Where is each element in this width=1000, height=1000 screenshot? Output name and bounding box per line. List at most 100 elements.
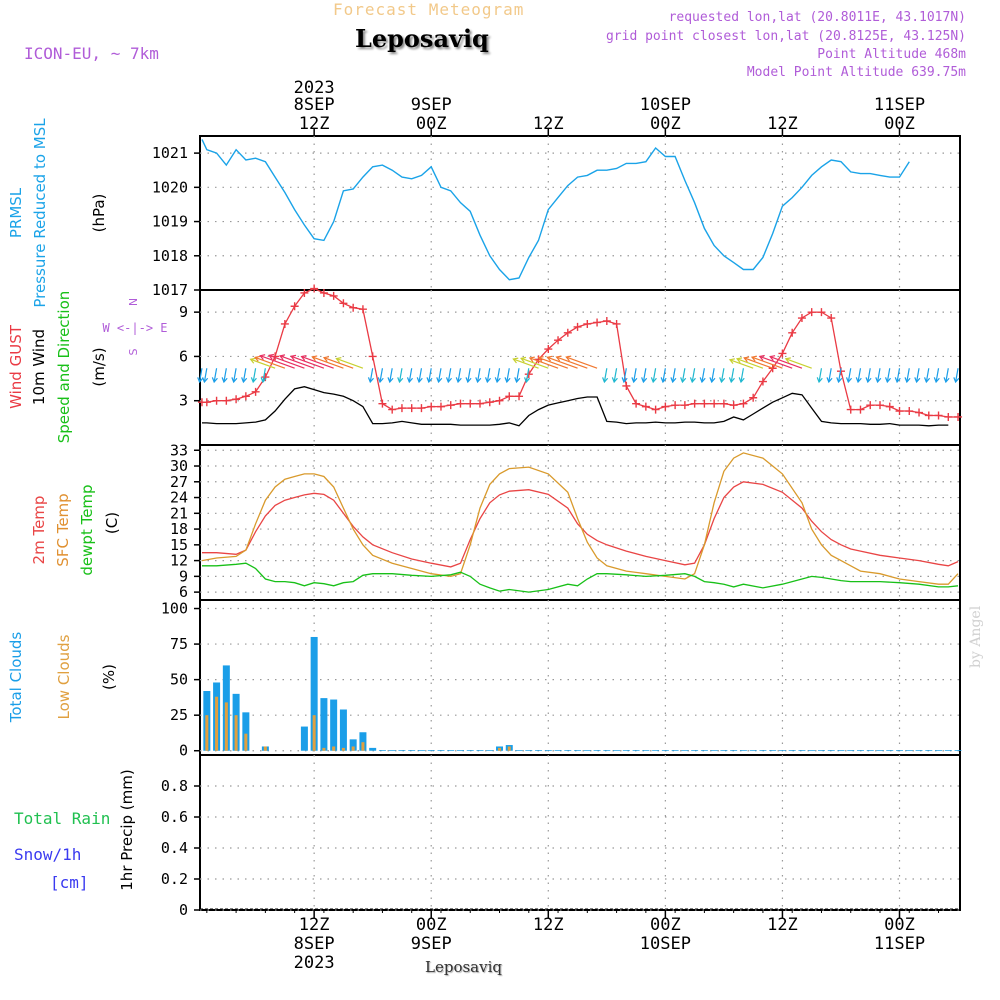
y-tick-label: 0.4 [161, 839, 188, 857]
wind-arrow-head [709, 377, 716, 384]
y-tick-label: 6 [179, 583, 188, 601]
wind-arrow [496, 368, 501, 383]
wind-arrow-head [241, 377, 248, 384]
wind-arrow-head [816, 377, 823, 384]
total-cloud-bar [866, 750, 874, 751]
wind-gust-point [349, 303, 358, 312]
wind-arrow-head [514, 377, 521, 384]
wind-arrow [254, 356, 286, 369]
prmsl-line [201, 139, 910, 281]
total-cloud-bar [778, 750, 786, 751]
total-cloud-bar [437, 750, 445, 751]
wind-arrow [652, 368, 657, 383]
wind-gust-point [251, 387, 260, 396]
wind-gust-point [534, 355, 543, 364]
wind-gust-point [905, 407, 914, 416]
total-cloud-bar [515, 750, 523, 751]
top-time-label: 10SEP [640, 95, 691, 115]
total-cloud-bar [554, 750, 562, 751]
wind-arrow [945, 368, 949, 383]
wind-arrow [398, 368, 403, 383]
bottom-time-label: 12Z [533, 915, 564, 935]
wind-arrow-head [465, 377, 472, 384]
forecast-label: Forecast Meteogram [333, 0, 525, 19]
wind-arrow [520, 357, 549, 369]
wind-gust-point [612, 319, 621, 328]
y-tick-label: 6 [179, 347, 188, 365]
wind-gust-point [602, 317, 611, 325]
wind-gust-point [915, 408, 924, 417]
wind-gust-point [788, 328, 797, 337]
wind-arrow [642, 368, 647, 383]
wind-gust-point [768, 364, 777, 373]
wind-arrow [408, 368, 413, 383]
total-cloud-bar [896, 750, 904, 751]
wind-gust-point [544, 345, 553, 354]
bottom-time-label: 9SEP [411, 934, 452, 954]
total-cloud-bar [691, 750, 699, 751]
precip-unit-label: 1hr Precip (mm) [118, 769, 136, 890]
total-cloud-bar [817, 750, 825, 751]
y-tick-label: 1021 [152, 144, 188, 162]
wind-arrow-head [512, 357, 519, 364]
snow-unit-label: [cm] [50, 873, 89, 892]
panel-frame [199, 754, 961, 911]
total-cloud-bar [827, 750, 835, 751]
wind-arrow-head [546, 355, 553, 362]
total-cloud-bar [476, 750, 484, 751]
total-cloud-bar [720, 750, 728, 751]
total-cloud-bar [856, 750, 864, 751]
point-altitude: Point Altitude 468m [817, 47, 966, 62]
y-tick-label: 25 [170, 706, 188, 724]
wind-arrow-head [426, 377, 433, 384]
total-cloud-bar [339, 709, 347, 751]
wind-arrow [662, 368, 666, 383]
wind-arrow-head [249, 357, 256, 364]
wind-arrow [837, 368, 842, 383]
total-cloud-bar [417, 750, 425, 751]
wind-gust-point [397, 404, 406, 413]
wind-arrow [525, 368, 530, 383]
wind-arrow [729, 359, 754, 369]
wind-gust-point [505, 392, 514, 401]
wind-arrow-head [260, 377, 267, 384]
wind-arrow-head [769, 355, 776, 361]
wind-arrow-head [300, 355, 307, 361]
y-tick-label: 1019 [152, 213, 188, 231]
wind-gust-point [202, 398, 211, 407]
wind-arrow [785, 358, 812, 369]
low-cloud-bar [341, 747, 345, 751]
wind-arrow [242, 368, 247, 383]
requested-coords: requested lon,lat (20.8011E, 43.1017N) [668, 10, 966, 25]
total-cloud-bar [935, 750, 943, 751]
wind-gust-point [222, 396, 231, 405]
wind-arrow [513, 358, 539, 369]
wind-arrow-head [322, 356, 330, 362]
top-time-label: 12Z [767, 114, 798, 134]
wind-arrow-head [943, 377, 950, 384]
wind-arrow [467, 368, 471, 383]
wind-arrow-head [202, 377, 209, 384]
wind-arrow-head [523, 377, 531, 384]
total-cloud-bar [525, 750, 533, 751]
low-cloud-bar [507, 746, 511, 751]
total-cloud-bar [710, 750, 718, 751]
location-title: Leposaviq [355, 24, 489, 53]
wind-arrow-head [836, 377, 843, 384]
wind-arrow [428, 368, 432, 383]
total-cloud-bar [632, 750, 640, 751]
total-cloud-bar [408, 750, 416, 751]
total-cloud-bar [749, 750, 757, 751]
wind-gust-point [476, 399, 484, 408]
wind-arrow-head [211, 377, 218, 384]
wind-arrow-head [670, 377, 677, 384]
wind-gust-point [924, 411, 933, 420]
wind-gust-point [339, 299, 348, 308]
wind-arrow-head [758, 354, 765, 361]
low-cloud-bar [224, 702, 228, 751]
wind-gust-point [856, 405, 865, 414]
wind-gust-point [749, 393, 758, 402]
total-cloud-bar [671, 750, 679, 751]
wind-arrow-head [750, 355, 758, 362]
wind-arrow-head [631, 377, 638, 384]
